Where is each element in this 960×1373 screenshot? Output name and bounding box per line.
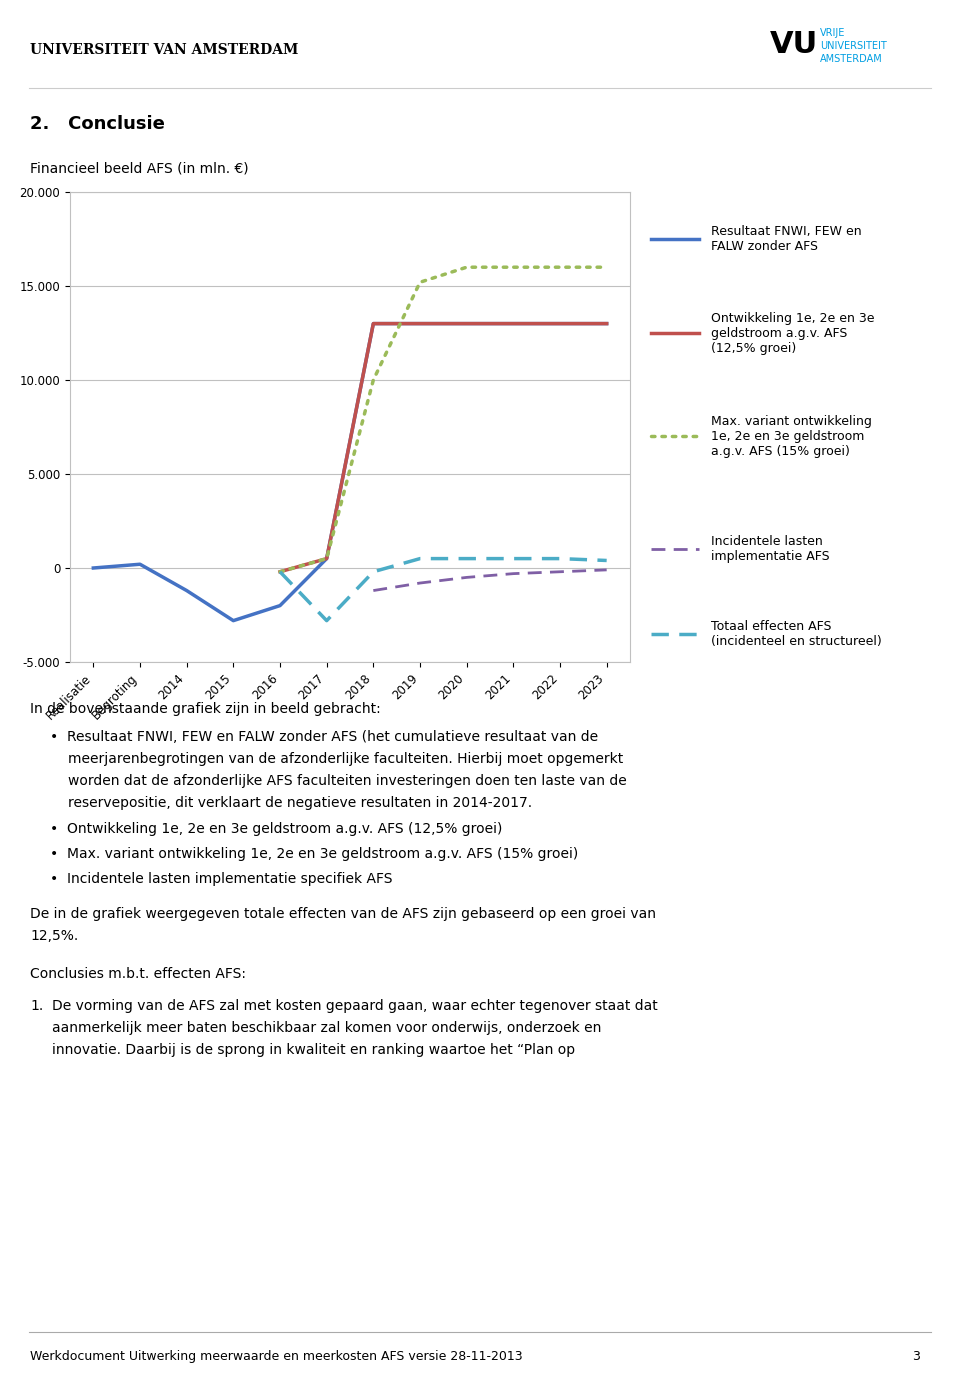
Text: Max. variant ontwikkeling
1e, 2e en 3e geldstroom
a.g.v. AFS (15% groei): Max. variant ontwikkeling 1e, 2e en 3e g… xyxy=(711,415,872,459)
Text: 12,5%.: 12,5%. xyxy=(30,930,79,943)
Text: Resultaat FNWI, FEW en
FALW zonder AFS: Resultaat FNWI, FEW en FALW zonder AFS xyxy=(711,225,862,253)
Text: Totaal effecten AFS
(incidenteel en structureel): Totaal effecten AFS (incidenteel en stru… xyxy=(711,619,881,648)
Text: •  Incidentele lasten implementatie specifiek AFS: • Incidentele lasten implementatie speci… xyxy=(50,872,393,886)
Text: In de bovenstaande grafiek zijn in beeld gebracht:: In de bovenstaande grafiek zijn in beeld… xyxy=(30,702,381,715)
Text: reservepositie, dit verklaart de negatieve resultaten in 2014-2017.: reservepositie, dit verklaart de negatie… xyxy=(68,796,532,810)
Text: Financieel beeld AFS (in mln. €): Financieel beeld AFS (in mln. €) xyxy=(30,162,249,176)
Text: worden dat de afzonderlijke AFS faculteiten investeringen doen ten laste van de: worden dat de afzonderlijke AFS facultei… xyxy=(68,774,627,788)
Text: VU: VU xyxy=(770,30,818,59)
Text: De in de grafiek weergegeven totale effecten van de AFS zijn gebaseerd op een gr: De in de grafiek weergegeven totale effe… xyxy=(30,908,656,921)
Text: meerjarenbegrotingen van de afzonderlijke faculteiten. Hierbij moet opgemerkt: meerjarenbegrotingen van de afzonderlijk… xyxy=(68,752,623,766)
Text: Werkdocument Uitwerking meerwaarde en meerkosten AFS versie 28-11-2013: Werkdocument Uitwerking meerwaarde en me… xyxy=(30,1350,522,1363)
Text: 1.: 1. xyxy=(30,1000,43,1013)
Text: De vorming van de AFS zal met kosten gepaard gaan, waar echter tegenover staat d: De vorming van de AFS zal met kosten gep… xyxy=(52,1000,658,1013)
Text: •  Ontwikkeling 1e, 2e en 3e geldstroom a.g.v. AFS (12,5% groei): • Ontwikkeling 1e, 2e en 3e geldstroom a… xyxy=(50,822,502,836)
Text: 3: 3 xyxy=(912,1350,920,1363)
Text: Incidentele lasten
implementatie AFS: Incidentele lasten implementatie AFS xyxy=(711,535,829,563)
Text: •  Max. variant ontwikkeling 1e, 2e en 3e geldstroom a.g.v. AFS (15% groei): • Max. variant ontwikkeling 1e, 2e en 3e… xyxy=(50,847,578,861)
Text: 2.   Conclusie: 2. Conclusie xyxy=(30,115,165,133)
Text: innovatie. Daarbij is de sprong in kwaliteit en ranking waartoe het “Plan op: innovatie. Daarbij is de sprong in kwali… xyxy=(52,1043,575,1057)
Text: VRIJE
UNIVERSITEIT
AMSTERDAM: VRIJE UNIVERSITEIT AMSTERDAM xyxy=(820,27,887,65)
Text: Ontwikkeling 1e, 2e en 3e
geldstroom a.g.v. AFS
(12,5% groei): Ontwikkeling 1e, 2e en 3e geldstroom a.g… xyxy=(711,312,875,354)
Text: UNIVERSITEIT VAN AMSTERDAM: UNIVERSITEIT VAN AMSTERDAM xyxy=(30,43,299,58)
Text: •  Resultaat FNWI, FEW en FALW zonder AFS (het cumulatieve resultaat van de: • Resultaat FNWI, FEW en FALW zonder AFS… xyxy=(50,730,598,744)
Text: Conclusies m.b.t. effecten AFS:: Conclusies m.b.t. effecten AFS: xyxy=(30,967,246,980)
Text: aanmerkelijk meer baten beschikbaar zal komen voor onderwijs, onderzoek en: aanmerkelijk meer baten beschikbaar zal … xyxy=(52,1022,601,1035)
